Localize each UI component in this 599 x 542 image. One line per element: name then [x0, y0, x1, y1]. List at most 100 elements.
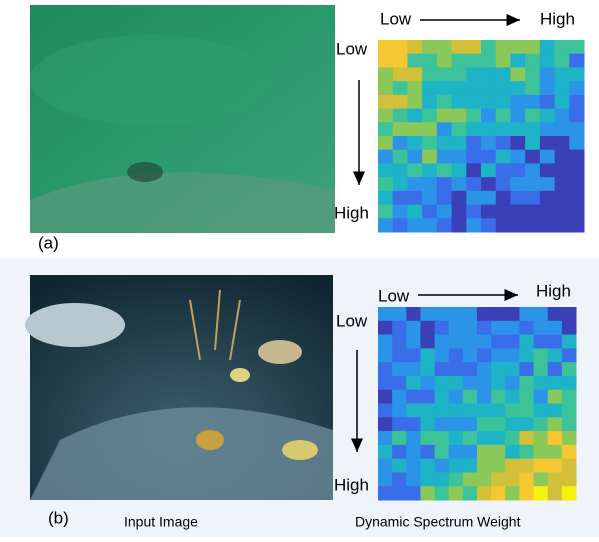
heat-cell [510, 191, 525, 205]
heat-cell [378, 95, 393, 109]
heat-cell [406, 404, 421, 418]
heat-cell [463, 376, 478, 390]
heat-cell [534, 445, 549, 459]
heat-cell [510, 136, 525, 150]
heat-cell [562, 445, 577, 459]
heat-cell [378, 122, 393, 136]
heat-cell [420, 348, 435, 362]
heat-cell [466, 81, 481, 95]
heat-cell [555, 81, 570, 95]
heat-cell [525, 95, 540, 109]
heat-cell [525, 40, 540, 54]
heat-cell [477, 404, 492, 418]
heat-cell [481, 205, 496, 219]
heat-cell [452, 177, 467, 191]
heat-cell [540, 136, 555, 150]
heat-cell [525, 54, 540, 68]
heat-cell [378, 67, 393, 81]
heat-cell [437, 191, 452, 205]
heat-cell [481, 177, 496, 191]
heat-cell [496, 205, 511, 219]
heat-cell [562, 335, 577, 349]
heat-cell [437, 163, 452, 177]
heat-cell [548, 362, 563, 376]
heat-cell [540, 163, 555, 177]
heat-cell [437, 150, 452, 164]
heat-cell [562, 459, 577, 473]
heat-cell [477, 362, 492, 376]
heat-cell [505, 321, 520, 335]
heat-cell [525, 81, 540, 95]
heat-cell [496, 54, 511, 68]
heat-cell [463, 390, 478, 404]
heat-cell [466, 122, 481, 136]
heat-cell [525, 150, 540, 164]
heat-cell [481, 150, 496, 164]
heat-cell [562, 472, 577, 486]
heat-cell [481, 67, 496, 81]
heat-cell [449, 431, 464, 445]
heat-cell [548, 335, 563, 349]
figure: Low High Low High (a) Low High Low High … [0, 0, 599, 537]
heat-cell [548, 376, 563, 390]
heat-cell [378, 163, 393, 177]
heat-cell [540, 40, 555, 54]
heat-cell [491, 335, 506, 349]
heat-cell [422, 81, 437, 95]
heat-cell [519, 472, 534, 486]
heat-cell [505, 472, 520, 486]
heat-cell [555, 163, 570, 177]
heat-cell [463, 486, 478, 500]
heat-cell [540, 109, 555, 123]
heat-cell [477, 335, 492, 349]
heat-cell [378, 150, 393, 164]
heat-cell [378, 191, 393, 205]
heat-cell [437, 109, 452, 123]
heat-cell [378, 40, 393, 54]
top-high: High [536, 281, 571, 300]
heat-cell [407, 54, 422, 68]
heat-cell [420, 459, 435, 473]
heat-cell [378, 81, 393, 95]
heat-cell [562, 431, 577, 445]
heat-cell [420, 307, 435, 321]
heat-cell [540, 95, 555, 109]
heat-cell [452, 150, 467, 164]
heat-cell [420, 390, 435, 404]
heat-cell [496, 136, 511, 150]
heat-cell [452, 136, 467, 150]
heat-cell [510, 122, 525, 136]
heat-cell [569, 40, 584, 54]
heat-cell [519, 459, 534, 473]
heat-cell [452, 163, 467, 177]
heat-cell [435, 321, 450, 335]
heat-cell [420, 486, 435, 500]
heat-cell [548, 459, 563, 473]
heat-cell [435, 362, 450, 376]
heat-cell [496, 122, 511, 136]
heat-cell [481, 54, 496, 68]
heat-cell [435, 376, 450, 390]
heat-cell [510, 81, 525, 95]
heat-cell [378, 431, 393, 445]
heat-cell [435, 307, 450, 321]
heat-cell [435, 445, 450, 459]
heat-cell [393, 136, 408, 150]
heat-cell [540, 205, 555, 219]
heat-cell [392, 348, 407, 362]
top-low: Low [378, 286, 410, 305]
heat-cell [437, 218, 452, 232]
input-image-a [30, 5, 335, 233]
heat-cell [392, 445, 407, 459]
heat-cell [505, 307, 520, 321]
caption: Dynamic Spectrum Weight [355, 514, 521, 530]
heat-cell [540, 54, 555, 68]
heat-cell [562, 486, 577, 500]
heat-cell [435, 472, 450, 486]
heat-cell [491, 459, 506, 473]
heat-cell [496, 150, 511, 164]
heat-cell [466, 191, 481, 205]
heat-cell [491, 376, 506, 390]
heat-cell [392, 307, 407, 321]
heat-cell [510, 163, 525, 177]
